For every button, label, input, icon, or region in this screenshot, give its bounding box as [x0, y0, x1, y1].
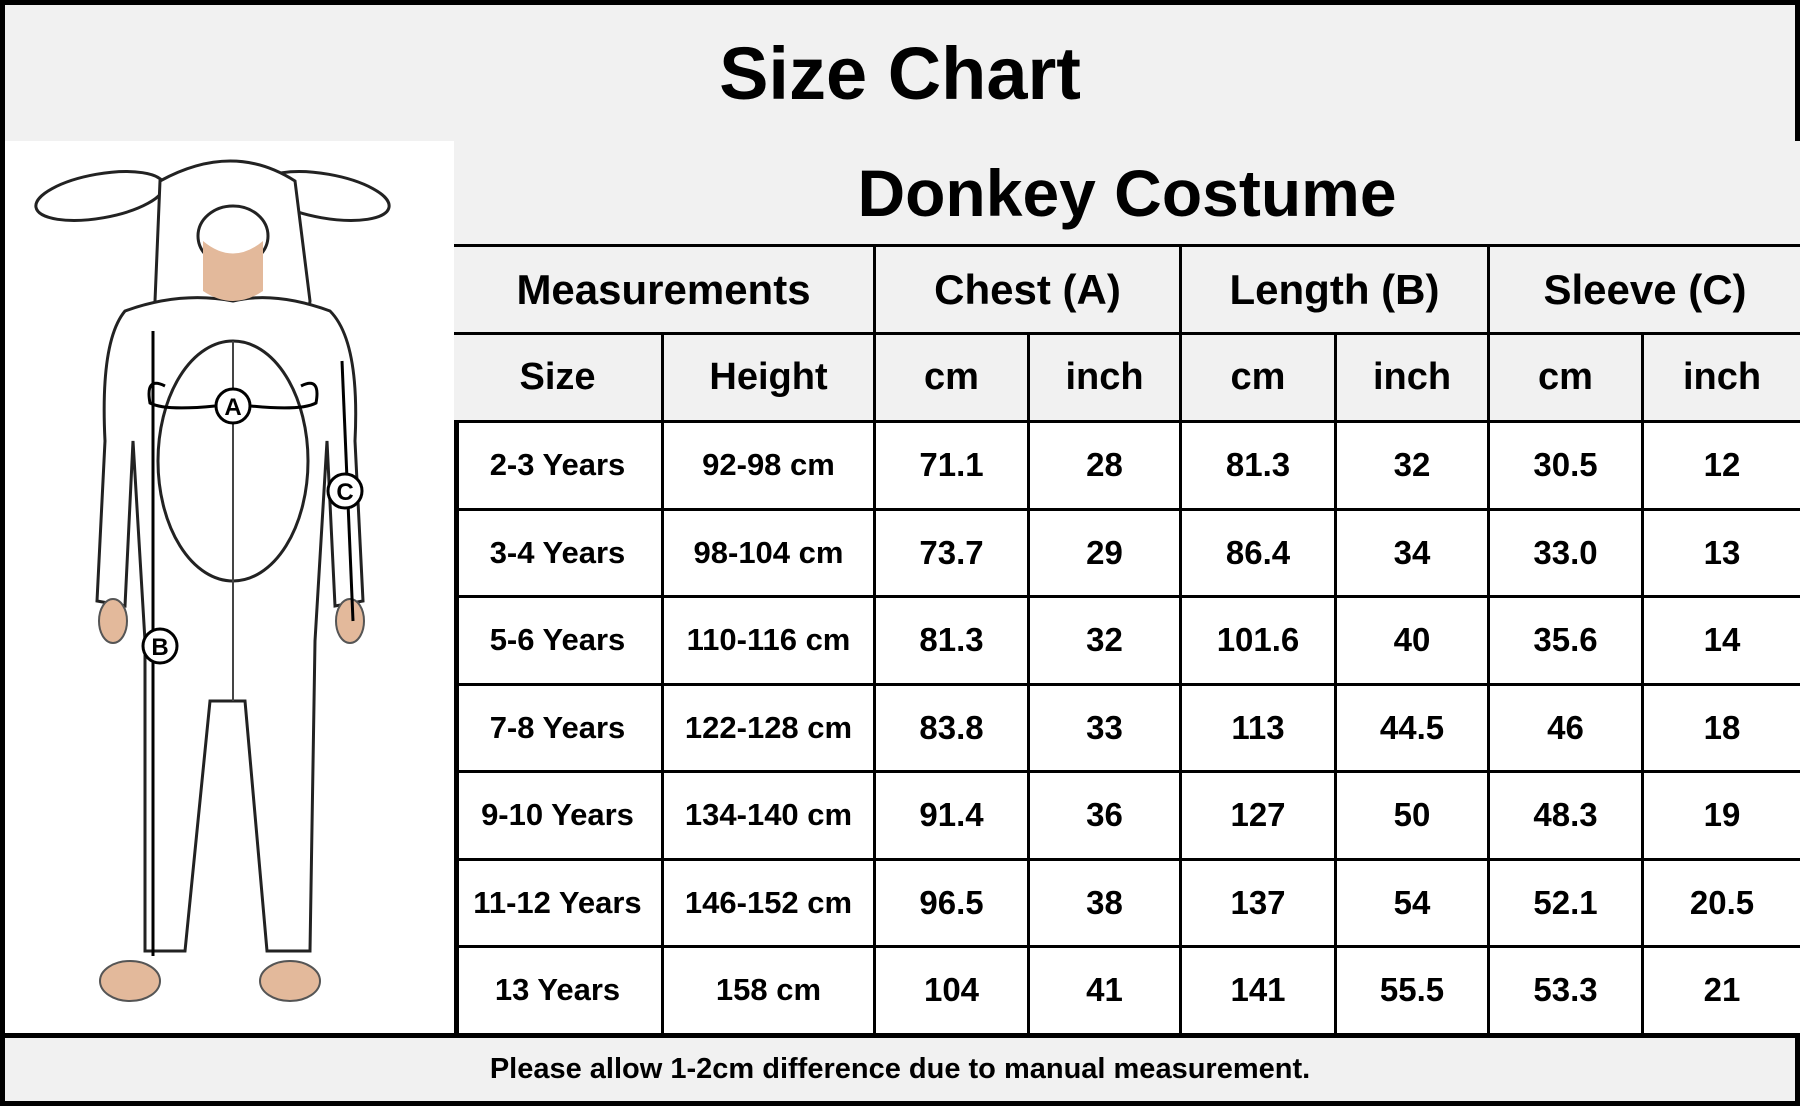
- table-cell: 113: [1182, 685, 1337, 773]
- table-cell: 11-12 Years: [454, 860, 664, 948]
- subheader-cell: Height: [664, 335, 876, 423]
- header-measurements: Measurements: [454, 247, 876, 335]
- table-cell: 92-98 cm: [664, 423, 876, 511]
- table-cell: 38: [1030, 860, 1182, 948]
- table-cell: 81.3: [1182, 423, 1337, 511]
- subheader-cell: inch: [1644, 335, 1800, 423]
- table-cell: 48.3: [1490, 773, 1644, 861]
- table-cell: 96.5: [876, 860, 1030, 948]
- table-cell: 110-116 cm: [664, 598, 876, 686]
- table-cell: 13: [1644, 511, 1800, 598]
- table-cell: 54: [1337, 860, 1490, 948]
- table-cell: 21: [1644, 948, 1800, 1036]
- table-cell: 83.8: [876, 685, 1030, 773]
- product-title: Donkey Costume: [454, 141, 1800, 247]
- label-c: C: [336, 479, 353, 506]
- table-cell: 28: [1030, 423, 1182, 511]
- table-cell: 44.5: [1337, 685, 1490, 773]
- donkey-onesie-figure: A C B: [34, 159, 391, 1002]
- table-cell: 104: [876, 948, 1030, 1036]
- table-cell: 32: [1337, 423, 1490, 511]
- table-cell: 122-128 cm: [664, 685, 876, 773]
- table-cell: 36: [1030, 773, 1182, 861]
- table-cell: 12: [1644, 423, 1800, 511]
- table-cell: 14: [1644, 598, 1800, 686]
- table-cell: 33: [1030, 685, 1182, 773]
- label-b: B: [151, 634, 168, 661]
- table-cell: 33.0: [1490, 510, 1644, 598]
- table-cell: 19: [1644, 773, 1800, 861]
- subheader-cell: cm: [876, 335, 1030, 423]
- footer-note: Please allow 1-2cm difference due to man…: [0, 1033, 1800, 1106]
- table-cell: 137: [1182, 860, 1337, 948]
- header-sleeve: Sleeve (C): [1490, 247, 1800, 335]
- table-cell: 5-6 Years: [454, 598, 664, 686]
- table-cell: 9-10 Years: [454, 773, 664, 861]
- costume-illustration: A C B: [0, 141, 459, 1038]
- page-title: Size Chart: [0, 0, 1800, 146]
- table-cell: 141: [1182, 948, 1337, 1036]
- table-cell: 52.1: [1490, 860, 1644, 948]
- table-cell: 146-152 cm: [664, 860, 876, 948]
- header-length: Length (B): [1182, 247, 1490, 335]
- table-cell: 81.3: [876, 598, 1030, 686]
- table-cell: 20.5: [1644, 861, 1800, 948]
- table-cell: 86.4: [1182, 510, 1337, 598]
- subheader-cell: Size: [454, 335, 664, 423]
- subheader-cell: cm: [1490, 335, 1644, 423]
- table-cell: 30.5: [1490, 423, 1644, 511]
- table-cell: 2-3 Years: [454, 423, 664, 511]
- table-cell: 98-104 cm: [664, 510, 876, 598]
- table-cell: 34: [1337, 510, 1490, 598]
- table-cell: 55.5: [1337, 948, 1490, 1036]
- table-cell: 18: [1644, 686, 1800, 773]
- subheader-cell: inch: [1030, 335, 1182, 423]
- header-chest: Chest (A): [876, 247, 1182, 335]
- table-cell: 50: [1337, 773, 1490, 861]
- table-cell: 71.1: [876, 423, 1030, 511]
- subheader-cell: inch: [1337, 335, 1490, 423]
- subheader-cell: cm: [1182, 335, 1337, 423]
- table-cell: 127: [1182, 773, 1337, 861]
- table-cell: 40: [1337, 598, 1490, 686]
- table-cell: 35.6: [1490, 598, 1644, 686]
- table-cell: 13 Years: [454, 948, 664, 1036]
- table-cell: 91.4: [876, 773, 1030, 861]
- table-cell: 32: [1030, 598, 1182, 686]
- table-cell: 3-4 Years: [454, 510, 664, 598]
- table-cell: 7-8 Years: [454, 685, 664, 773]
- table-cell: 158 cm: [664, 948, 876, 1036]
- table-cell: 29: [1030, 510, 1182, 598]
- table-cell: 134-140 cm: [664, 773, 876, 861]
- table-cell: 46: [1490, 685, 1644, 773]
- label-a: A: [224, 394, 241, 421]
- table-cell: 53.3: [1490, 948, 1644, 1036]
- table-cell: 41: [1030, 948, 1182, 1036]
- table-cell: 73.7: [876, 510, 1030, 598]
- table-cell: 101.6: [1182, 598, 1337, 686]
